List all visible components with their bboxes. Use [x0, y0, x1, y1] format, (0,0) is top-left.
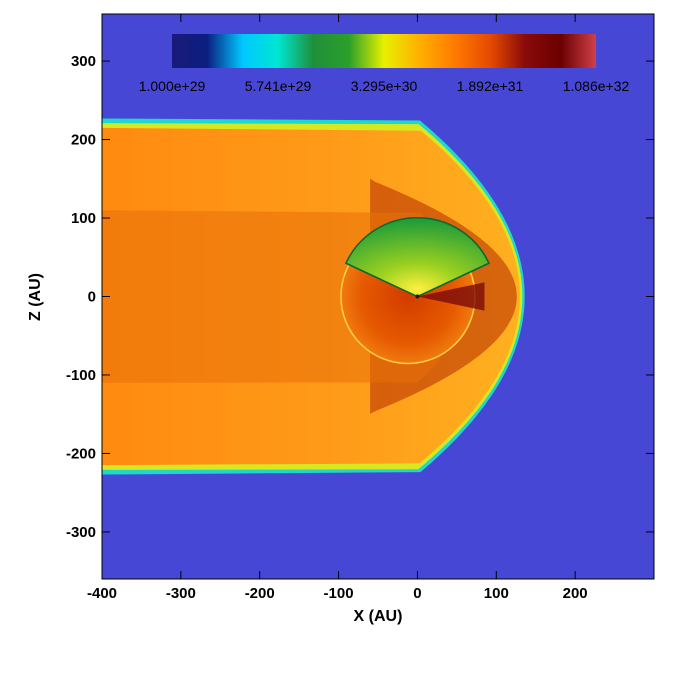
y-tick-label: 300 [71, 53, 96, 70]
x-tick-label: -300 [166, 585, 196, 602]
colorbar-labels: 1.000e+29 5.741e+29 3.295e+30 1.892e+31 1.08… [139, 78, 630, 94]
y-tick-label: 100 [71, 210, 96, 227]
x-tick-label: -400 [87, 585, 117, 602]
colorbar-tick-label: 1.000e+29 [139, 78, 206, 94]
y-axis-ticks: -300 -200 -100 0 100 200 300 [66, 53, 654, 541]
south-polar-sector [344, 217, 490, 298]
colorbar-tick-label: 1.892e+31 [457, 78, 524, 94]
x-axis-ticks: -400 -300 -200 -100 0 100 200 [87, 14, 588, 602]
x-tick-label: -200 [245, 585, 275, 602]
colorbar-tick-label: 5.741e+29 [245, 78, 312, 94]
sun-marker [415, 294, 420, 299]
equatorial-wedge [417, 282, 485, 311]
colorbar-tick-label: 3.295e+30 [351, 78, 418, 94]
y-tick-label: 0 [88, 289, 96, 306]
y-tick-label: -300 [66, 524, 96, 541]
x-axis-title: X (AU) [354, 608, 403, 625]
x-tick-label: 0 [413, 585, 421, 602]
heliosphere-field [102, 118, 525, 475]
x-tick-label: -100 [324, 585, 354, 602]
y-tick-label: -200 [66, 445, 96, 462]
x-tick-label: 200 [563, 585, 588, 602]
y-tick-label: 200 [71, 132, 96, 149]
colorbar-tick-label: 1.086e+32 [563, 78, 630, 94]
colorbar [172, 34, 596, 68]
y-tick-label: -100 [66, 367, 96, 384]
y-axis-title: Z (AU) [27, 273, 44, 321]
x-tick-label: 100 [484, 585, 509, 602]
